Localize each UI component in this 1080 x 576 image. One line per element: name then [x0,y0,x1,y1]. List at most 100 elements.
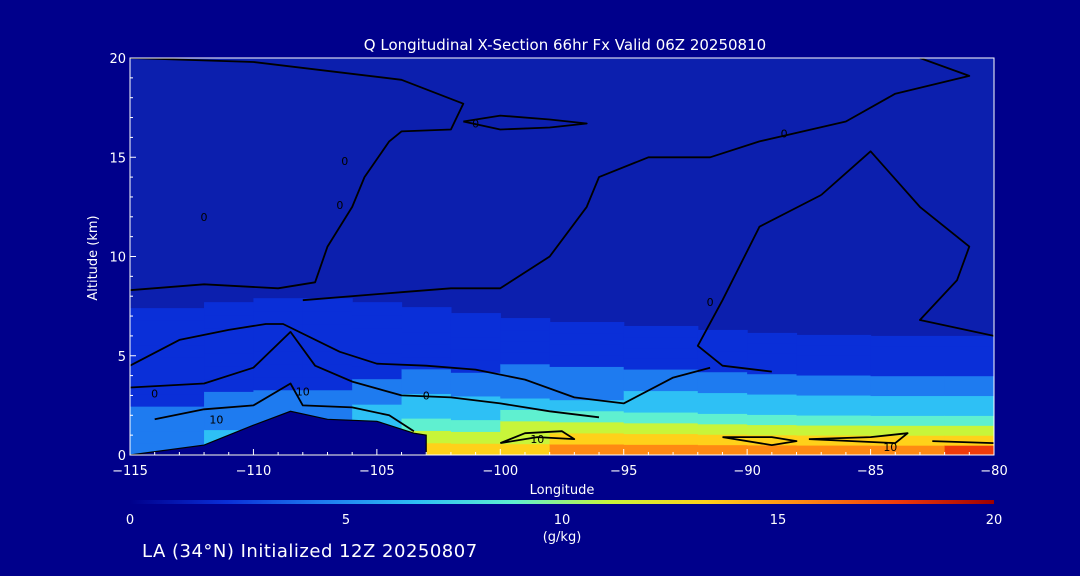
field-cell [302,337,353,352]
field-cell [870,435,946,446]
field-cell [870,365,946,377]
colorbar-tick-label: 10 [554,513,571,528]
field-cell [352,302,403,316]
field-cell [204,302,255,316]
field-cell [549,388,625,401]
field-cell [401,319,452,333]
field-cell [401,381,452,394]
contour-label: 0 [423,389,430,402]
field-cell [944,375,994,387]
field-cell [623,358,699,370]
y-tick-label: 15 [109,151,126,166]
field-cell [623,336,699,349]
field-cell [623,444,699,455]
field-cell [450,407,501,421]
field-cell [944,405,994,416]
field-cell [352,327,403,341]
field-cell [697,382,748,394]
field-cell [549,443,625,455]
field-cell [623,433,699,445]
field-cell [204,416,255,431]
field-cell [870,395,946,406]
field-cell [130,344,205,358]
field-cell [450,431,501,444]
field-cell [352,314,403,329]
x-tick-label: −110 [236,464,272,479]
colorbar-tick-label: 15 [770,513,787,528]
plot-area: 0 0 0 0 0 0 10 10 10 10 0 0 [130,58,994,455]
y-tick-label: 10 [109,251,126,266]
contour-lines: 0 0 0 0 0 0 10 10 10 10 0 0 [130,58,994,454]
field-cell [450,360,501,373]
field-cell [944,445,994,455]
contour-line [820,150,994,337]
x-tick-label: −105 [359,464,395,479]
field-cell [500,409,551,422]
field-cell [944,395,994,406]
contour-line [932,440,994,444]
contour-label: 0 [707,296,714,309]
colorbar-tick-label: 5 [342,513,350,528]
field-cell [130,332,205,346]
y-tick-label: 5 [118,350,126,365]
contour-label: 0 [151,387,158,400]
field-cell [253,376,304,391]
field-cell [302,298,353,312]
field-cell [623,390,699,402]
field-cell [130,320,205,334]
field-cell [747,393,798,405]
field-cell [870,355,946,367]
contour-label: 0 [336,199,343,212]
field-cell [747,444,798,455]
field-cell [401,344,452,358]
field-cell [352,378,403,392]
field-cell [204,365,255,380]
field-cell [697,371,748,383]
field-cell [944,365,994,377]
field-cell [944,415,994,426]
field-cell [623,422,699,435]
field-cell [450,348,501,361]
field-cell [796,384,872,396]
colorbar-ticks: 0 5 10 15 20 [126,513,1002,528]
field-cell [796,414,872,426]
field-cell [204,404,255,418]
field-cell [747,343,798,354]
field-cell [253,311,304,325]
field-cell [944,345,994,357]
field-cell [401,368,452,382]
field-cell [697,350,748,362]
field-cell [796,344,872,356]
field-cell [747,383,798,395]
field-cell [500,386,551,399]
contour-label: 0 [472,118,479,131]
field-cell [796,374,872,386]
field-cell [401,331,452,345]
field-cell [796,364,872,376]
field-cell [302,324,353,338]
x-tick-label: −80 [980,464,1007,479]
field-cell [302,376,353,391]
field-cell [796,334,872,346]
field-cell [450,324,501,338]
field-cell [204,314,255,329]
field-cell [697,402,748,414]
field-cell [870,425,946,436]
field-cell [549,322,625,334]
field-cell [549,366,625,379]
x-tick-label: −90 [733,464,760,479]
field-cell [450,419,501,432]
field-cell [796,444,872,455]
colorbar-strip [130,500,994,504]
contour-label: 10 [209,413,223,426]
field-cell [450,443,501,455]
field-cell [870,415,946,426]
field-cell [130,308,205,321]
field-cell [130,406,205,419]
field-cell [549,399,625,412]
colorbar-tick-label: 20 [986,513,1003,528]
field-cell [253,298,304,312]
field-cell [130,369,205,383]
field-cell [747,353,798,365]
field-cell [500,329,551,342]
